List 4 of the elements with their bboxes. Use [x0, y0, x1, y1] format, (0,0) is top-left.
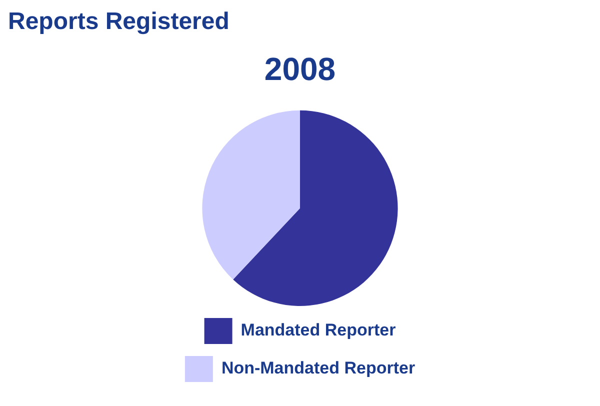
chart-subtitle: Reports Registered [8, 8, 230, 37]
legend-label: Non-Mandated Reporter [221, 358, 416, 378]
chart-title: 2008 [264, 51, 336, 88]
legend-label: Mandated Reporter [240, 320, 396, 340]
